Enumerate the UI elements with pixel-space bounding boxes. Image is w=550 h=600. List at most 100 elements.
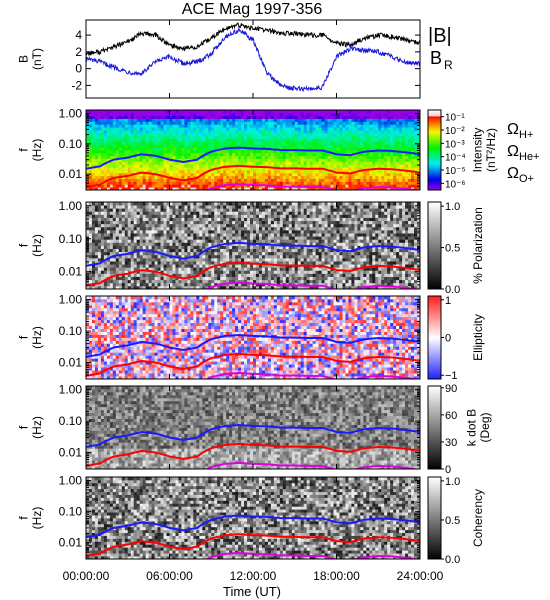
colorbar-swatch	[428, 126, 441, 129]
cyclotron-legend: Ω H+Ω He+Ω O+	[507, 121, 540, 185]
colorbar-swatch	[428, 172, 441, 175]
colorbar-tick-label: 60	[445, 410, 457, 422]
colorbar-swatch	[428, 450, 441, 453]
colorbar-swatch	[428, 110, 441, 113]
colorbar-swatch	[428, 386, 441, 389]
colorbar-swatch	[428, 526, 441, 529]
colorbar-swatch	[428, 314, 441, 318]
colorbar-swatch	[428, 182, 441, 185]
colorbar-swatch	[428, 442, 441, 445]
colorbar-swatch	[428, 247, 441, 251]
colorbar-swatch	[428, 520, 441, 523]
colorbar-swatch	[428, 337, 441, 340]
colorbar-swatch	[428, 306, 441, 309]
colorbar-tick-label: 10⁻¹	[445, 113, 465, 124]
colorbar-swatch	[428, 552, 441, 556]
colorbar-swatch	[428, 444, 441, 447]
colorbar-tick-label: 90	[445, 383, 457, 395]
colorbar-swatch	[428, 180, 441, 183]
colorbar-swatch	[428, 230, 441, 233]
colorbar-swatch	[428, 477, 441, 480]
colorbar-swatch	[428, 503, 441, 507]
y-axis-label-ellipticity-line: (Hz)	[30, 326, 44, 349]
plot-frame	[85, 19, 421, 99]
colorbar-swatch	[428, 335, 441, 338]
colorbar-swatch	[428, 265, 441, 268]
colorbar-swatch	[428, 513, 441, 517]
colorbar-label-line: Ellipticity	[471, 314, 485, 361]
colorbar-swatch	[428, 271, 441, 275]
colorbar-swatch	[428, 515, 441, 519]
y-tick-label: 0.01	[59, 356, 83, 370]
colorbar-swatch	[428, 158, 441, 161]
plot-area-intensity	[86, 110, 420, 190]
colorbar-swatch	[428, 483, 441, 486]
colorbar-swatch	[428, 217, 441, 220]
colorbar-swatch	[428, 308, 441, 311]
series-line-1	[86, 27, 420, 93]
colorbar-swatch	[428, 542, 441, 546]
y-axis-label-field-line: (nT)	[30, 48, 44, 70]
x-tick-label: 06:00:00	[146, 569, 193, 583]
colorbar-swatch	[428, 548, 441, 552]
y-tick-label: 4	[75, 28, 82, 42]
colorbar-label: k dot B (Deg)	[465, 409, 492, 446]
y-axis-label-kdotb-line: f	[17, 425, 31, 429]
y-axis-label-intensity-line: f	[17, 148, 31, 152]
colorbar-label: Ellipticity	[471, 314, 485, 361]
colorbar-label-line: k dot B	[465, 409, 479, 446]
legend-subscript: H+	[519, 129, 533, 141]
colorbar-swatch	[428, 429, 441, 433]
colorbar-swatch	[428, 260, 441, 264]
colorbar-swatch	[428, 322, 441, 326]
y-axis-label-polarization-line: (Hz)	[30, 234, 44, 257]
colorbar-tick-label: 10⁻²	[445, 126, 465, 137]
colorbar-frame	[427, 109, 442, 191]
colorbar-swatch	[428, 325, 441, 328]
y-axis-label-kdotb: f (Hz)	[17, 416, 44, 439]
colorbar-swatch	[428, 206, 441, 209]
colorbar-swatch	[428, 347, 441, 351]
colorbar-swatch	[428, 312, 441, 316]
colorbar-swatch	[428, 243, 441, 246]
colorbar-swatch	[428, 296, 441, 299]
colorbar-label: Coherency	[471, 489, 485, 547]
colorbar-swatch	[428, 215, 441, 218]
spectrogram-ellipticity	[86, 296, 420, 379]
cyclotron-curve-he	[86, 442, 420, 467]
colorbar-swatch	[428, 499, 441, 502]
y-tick-label: 0.01	[59, 265, 83, 279]
colorbar-swatch	[428, 152, 441, 155]
colorbar-swatch	[428, 402, 441, 406]
spectrogram-polarization	[86, 202, 420, 289]
y-tick-label: 0.10	[59, 324, 83, 338]
y-tick-label: 0.10	[59, 505, 83, 519]
colorbar-tick-label: 10⁻⁶	[445, 179, 466, 190]
colorbar-swatch	[428, 497, 441, 500]
y-axis-label-polarization-line: f	[17, 243, 31, 247]
colorbar-swatch	[428, 256, 441, 259]
y-axis-label-coherency: f (Hz)	[17, 507, 44, 530]
colorbar-swatch	[428, 534, 441, 537]
x-tick-label: 24:00:00	[397, 569, 444, 583]
colorbar-swatch	[428, 509, 441, 513]
colorbar-swatch	[428, 427, 441, 430]
colorbar-tick-label: 0	[445, 333, 451, 345]
colorbar-swatch	[428, 221, 441, 225]
colorbar-swatch	[428, 550, 441, 554]
colorbar-swatch	[428, 176, 441, 179]
y-tick-label: 0.10	[59, 414, 83, 428]
cyclotron-curve-o	[141, 551, 420, 559]
colorbar-swatch	[428, 249, 441, 253]
cyclotron-curve-he	[86, 261, 420, 287]
colorbar-swatch	[428, 286, 441, 290]
colorbar-tick-label: 0.0	[445, 284, 460, 296]
colorbar-kdotb: 0 30 60 90 k dot B (Deg)	[427, 383, 492, 476]
colorbar-swatch	[428, 146, 441, 149]
colorbar-swatch	[428, 404, 441, 408]
colorbar-swatch	[428, 162, 441, 165]
panel-coherency: 0.0 0.5 1.0 Coherency 0.01 0.10 1.00 f (Hz)	[17, 474, 486, 566]
panel-intensity: 10⁻⁶ 10⁻⁵ 10⁻⁴ 10⁻³ 10⁻² 10⁻¹ Intensity (nT²/Hz…	[17, 106, 540, 191]
y-tick-label: 2	[75, 45, 82, 59]
